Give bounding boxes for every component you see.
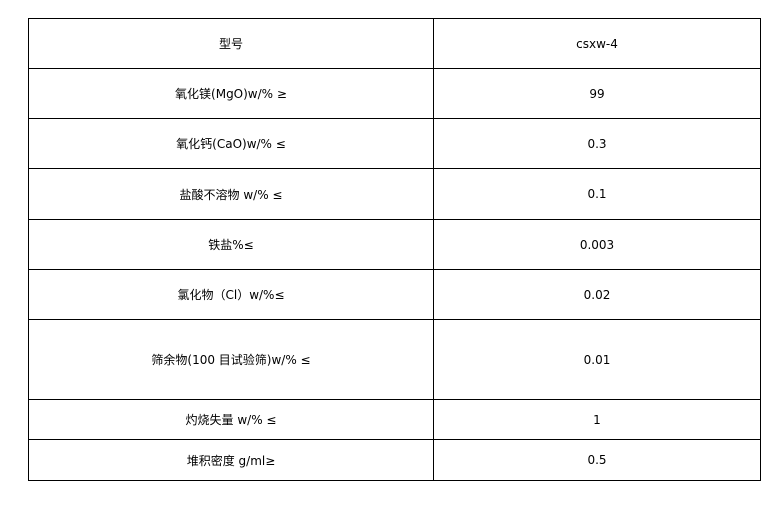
row-label: 氧化钙(CaO)w/% ≤ xyxy=(28,118,434,169)
row-label: 铁盐%≤ xyxy=(28,219,434,270)
row-value: 1 xyxy=(433,399,761,440)
table-row: 氯化物（Cl）w/%≤ 0.02 xyxy=(28,269,761,320)
spec-table: 型号 csxw-4 氧化镁(MgO)w/% ≥99 氧化钙(CaO)w/% ≤0.… xyxy=(28,18,761,481)
row-value: 0.3 xyxy=(433,118,761,169)
table-row: 筛余物(100 目试验筛)w/% ≤0.01 xyxy=(28,319,761,400)
table-row: 氧化钙(CaO)w/% ≤0.3 xyxy=(28,118,761,169)
row-label: 氯化物（Cl）w/%≤ xyxy=(28,269,434,320)
row-label: 氧化镁(MgO)w/% ≥ xyxy=(28,68,434,119)
header-label: 型号 xyxy=(28,18,434,69)
row-value: 0.5 xyxy=(433,439,761,481)
table-row: 氧化镁(MgO)w/% ≥99 xyxy=(28,68,761,119)
row-value: 0.01 xyxy=(433,319,761,400)
row-value: 99 xyxy=(433,68,761,119)
table-row: 堆积密度 g/ml≥ 0.5 xyxy=(28,439,761,481)
row-label: 筛余物(100 目试验筛)w/% ≤ xyxy=(28,319,434,400)
row-label: 堆积密度 g/ml≥ xyxy=(28,439,434,481)
row-label: 盐酸不溶物 w/% ≤ xyxy=(28,168,434,220)
row-label: 灼烧失量 w/% ≤ xyxy=(28,399,434,440)
row-value: 0.1 xyxy=(433,168,761,220)
row-value: 0.02 xyxy=(433,269,761,320)
table-row: 盐酸不溶物 w/% ≤0.1 xyxy=(28,168,761,220)
table-row: 灼烧失量 w/% ≤1 xyxy=(28,399,761,440)
table-row: 铁盐%≤ 0.003 xyxy=(28,219,761,270)
header-value: csxw-4 xyxy=(433,18,761,69)
row-value: 0.003 xyxy=(433,219,761,270)
table-header-row: 型号 csxw-4 xyxy=(28,18,761,69)
